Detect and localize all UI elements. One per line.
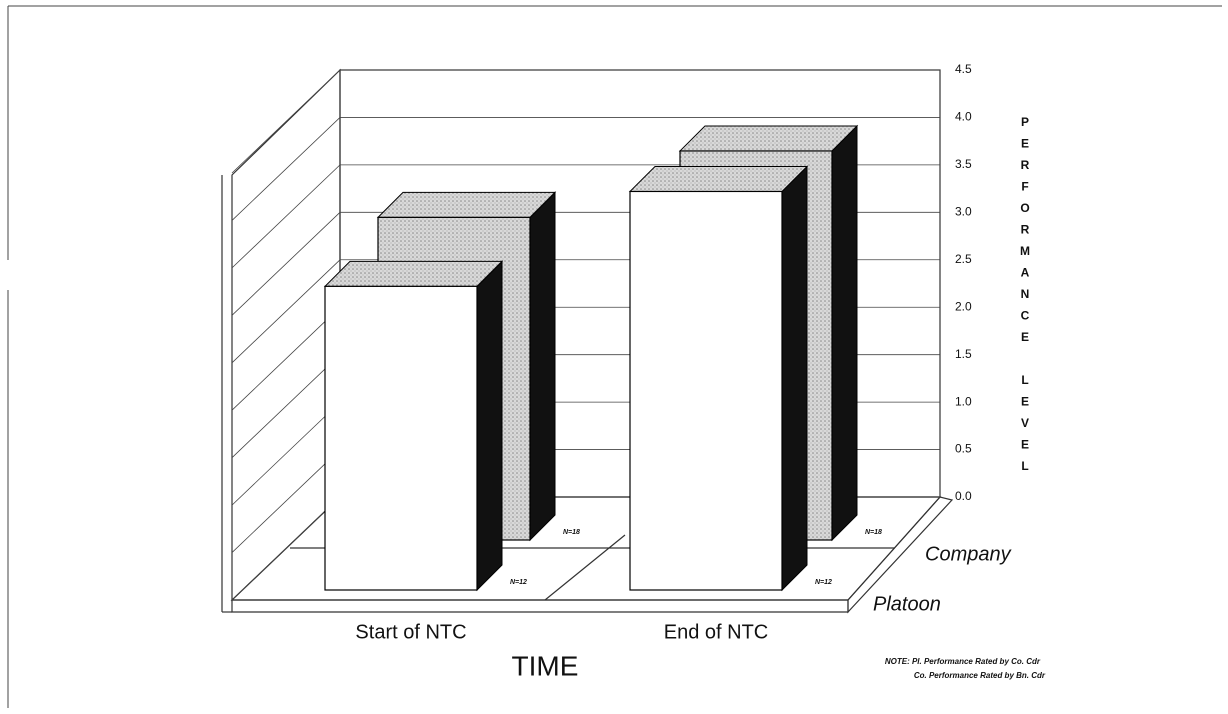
note: Co. Performance Rated by Bn. Cdr — [914, 671, 1046, 680]
bar-side — [476, 260, 503, 592]
y-axis-title: PERFORMANCE LEVEL — [1018, 115, 1032, 481]
grid-line — [231, 164, 341, 269]
bar-top — [628, 165, 809, 192]
y-tick-label: 3.5 — [955, 157, 972, 171]
n-label: N=12 — [815, 579, 832, 586]
y-tick-label: 4.0 — [955, 110, 972, 124]
note: NOTE: Pl. Performance Rated by Co. Cdr — [885, 657, 1041, 666]
y-tick-label: 0.5 — [955, 442, 972, 456]
bar-side — [831, 124, 858, 542]
n-label: N=18 — [865, 529, 882, 536]
bar-side — [529, 191, 556, 542]
grid-line — [231, 401, 341, 506]
grid-line — [231, 212, 341, 316]
y-tick-label: 3.0 — [955, 205, 972, 219]
y-tick-label: 1.0 — [955, 394, 972, 408]
x-axis-title: TIME — [512, 650, 579, 681]
grid-line — [231, 449, 341, 553]
y-tick-label: 1.5 — [955, 347, 972, 361]
y-tick-label: 0.0 — [955, 489, 972, 503]
bar — [629, 190, 783, 591]
y-tick-label: 2.0 — [955, 299, 972, 313]
bar-top — [323, 260, 504, 287]
x-tick-label: Start of NTC — [355, 621, 466, 643]
y-tick-label: 4.5 — [955, 62, 972, 76]
x-tick-label: End of NTC — [664, 621, 768, 643]
y-tick-label: 2.5 — [955, 252, 972, 266]
grid-line — [231, 354, 341, 458]
grid-line — [231, 117, 341, 221]
legend-label: Platoon — [873, 593, 941, 615]
grid-line — [231, 306, 341, 411]
grid-line — [231, 496, 341, 601]
grid-line — [231, 69, 341, 174]
bar-top — [376, 191, 557, 218]
bar — [324, 285, 478, 591]
grid-line — [231, 259, 341, 364]
bar-side — [781, 165, 808, 592]
n-label: N=12 — [510, 579, 527, 586]
legend-label: Company — [925, 543, 1012, 565]
n-label: N=18 — [563, 529, 580, 536]
bar-top — [678, 125, 859, 152]
